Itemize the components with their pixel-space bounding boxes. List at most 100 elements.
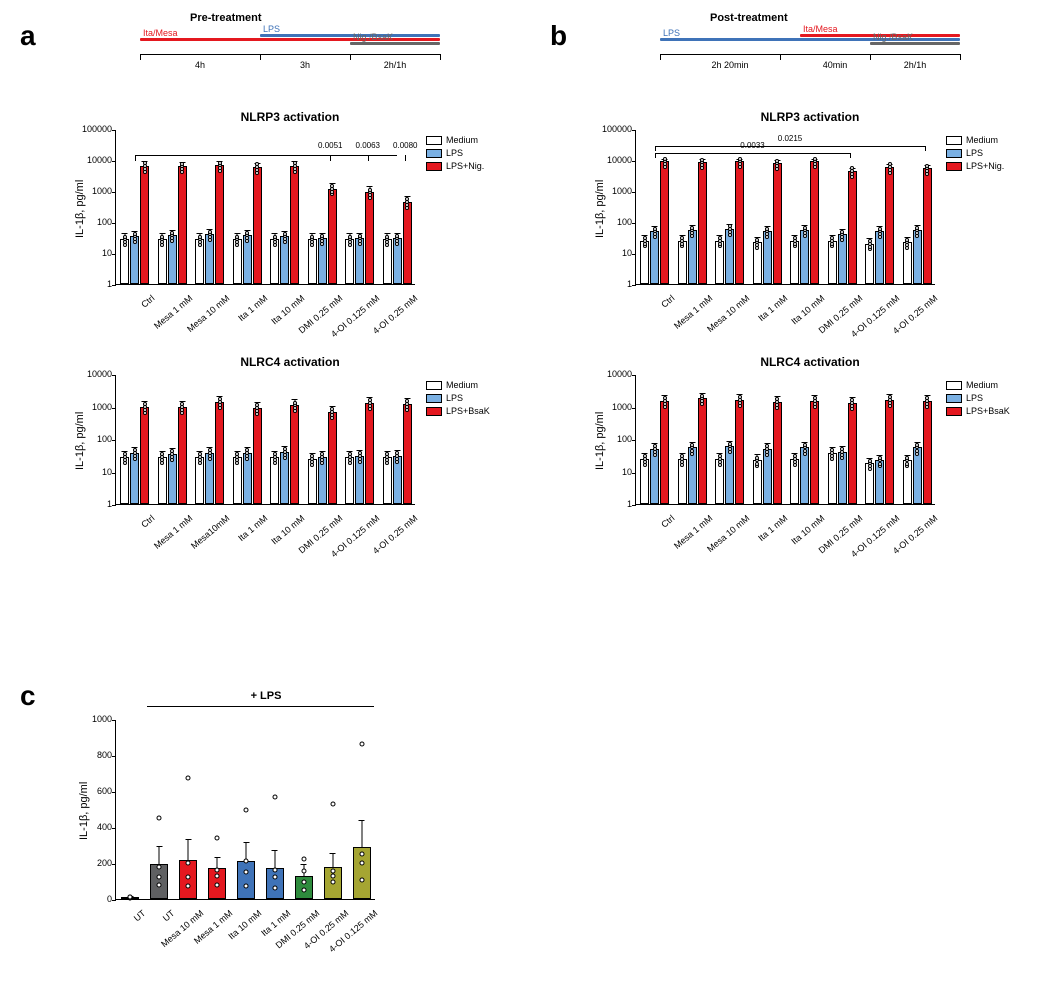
- data-point: [803, 226, 807, 230]
- y-axis-label: IL-1β, pg/ml: [594, 179, 606, 237]
- data-point: [157, 864, 162, 869]
- data-point: [208, 448, 212, 452]
- data-point: [775, 397, 779, 401]
- data-point: [245, 448, 249, 452]
- bar: [365, 403, 374, 504]
- bar: [773, 402, 782, 504]
- timeline-baseline: [140, 54, 440, 55]
- data-point: [905, 238, 909, 242]
- ytick-label: 400: [97, 822, 112, 832]
- bar: [290, 166, 299, 284]
- chart-b-nlrp3: NLRP3 activation 110100100010000100000IL…: [580, 110, 1040, 285]
- data-point: [180, 162, 184, 166]
- data-point: [123, 452, 127, 456]
- timeline-a: Pre-treatment Ita/MesaLPSNig./BsaK4h3h2h…: [140, 30, 460, 80]
- data-point: [840, 230, 844, 234]
- data-point: [368, 188, 372, 192]
- data-point: [359, 742, 364, 747]
- data-point: [840, 447, 844, 451]
- data-point: [301, 888, 306, 893]
- legend-item: LPS: [426, 393, 490, 403]
- timeline-phase-label: 2h/1h: [365, 60, 425, 70]
- bar: [725, 446, 734, 504]
- timeline-phase-label: 2h/1h: [885, 60, 945, 70]
- legend-swatch: [946, 407, 962, 416]
- timeline-bar-label: Nig./BsaK: [353, 32, 393, 42]
- bar: [328, 189, 337, 284]
- data-point: [653, 444, 657, 448]
- legend-swatch: [946, 381, 962, 390]
- timeline-bar-label: Ita/Mesa: [143, 28, 178, 38]
- data-point: [272, 875, 277, 880]
- bar: [810, 401, 819, 504]
- data-point: [272, 795, 277, 800]
- data-point: [765, 444, 769, 448]
- data-point: [925, 396, 929, 400]
- legend-label: LPS+Nig.: [966, 161, 1004, 171]
- data-point: [160, 235, 164, 239]
- data-point: [348, 235, 352, 239]
- data-point: [925, 164, 929, 168]
- data-point: [330, 873, 335, 878]
- timeline-bar: [350, 42, 440, 45]
- ytick-label: 1000: [92, 186, 112, 196]
- data-point: [273, 452, 277, 456]
- data-point: [143, 402, 147, 406]
- bar: [885, 400, 894, 504]
- bar: [735, 400, 744, 504]
- data-point: [395, 234, 399, 238]
- data-point: [215, 868, 220, 873]
- ytick-label: 1000: [612, 186, 632, 196]
- data-point: [128, 894, 133, 899]
- bar: [253, 408, 262, 504]
- data-point: [680, 236, 684, 240]
- legend-swatch: [426, 149, 442, 158]
- data-point: [123, 235, 127, 239]
- data-point: [803, 443, 807, 447]
- data-point: [310, 235, 314, 239]
- ytick-label: 1: [107, 499, 112, 509]
- panel-label-c: c: [20, 680, 36, 712]
- data-point: [348, 452, 352, 456]
- data-point: [755, 238, 759, 242]
- data-point: [359, 878, 364, 883]
- data-point: [813, 396, 817, 400]
- legend: MediumLPSLPS+Nig.: [946, 135, 1004, 174]
- timeline-bar-label: Nig./BsaK: [873, 32, 913, 42]
- bar: [923, 168, 932, 284]
- data-point: [198, 235, 202, 239]
- legend-swatch: [946, 162, 962, 171]
- chart-b-nlrc4: NLRC4 activation 110100100010000IL-1β, p…: [580, 355, 1040, 505]
- data-point: [186, 861, 191, 866]
- bar: [810, 161, 819, 284]
- panel-label-a: a: [20, 20, 36, 52]
- bar: [913, 447, 922, 504]
- significance-bracket: [655, 153, 851, 154]
- data-point: [143, 161, 147, 165]
- data-point: [283, 232, 287, 236]
- data-point: [255, 403, 259, 407]
- timeline-phase-label: 4h: [170, 60, 230, 70]
- data-point: [235, 235, 239, 239]
- timeline-phase-label: 2h 20min: [700, 60, 760, 70]
- ytick-label: 100000: [82, 124, 112, 134]
- bar: [215, 165, 224, 284]
- legend-label: Medium: [446, 380, 478, 390]
- data-point: [330, 184, 334, 188]
- legend-item: LPS: [946, 148, 1004, 158]
- data-point: [395, 451, 399, 455]
- data-point: [830, 448, 834, 452]
- data-point: [215, 882, 220, 887]
- ytick-label: 1: [627, 499, 632, 509]
- data-point: [133, 232, 137, 236]
- bar: [403, 202, 412, 284]
- data-point: [680, 454, 684, 458]
- significance-label: 0.0080: [387, 141, 423, 150]
- data-point: [198, 452, 202, 456]
- bar: [735, 161, 744, 284]
- bar: [140, 166, 149, 284]
- bar: [763, 231, 772, 284]
- legend-item: LPS+BsaK: [426, 406, 490, 416]
- chart-c: 02004006008001000IL-1β, pg/mlUTUTMesa 10…: [60, 720, 460, 900]
- data-point: [358, 451, 362, 455]
